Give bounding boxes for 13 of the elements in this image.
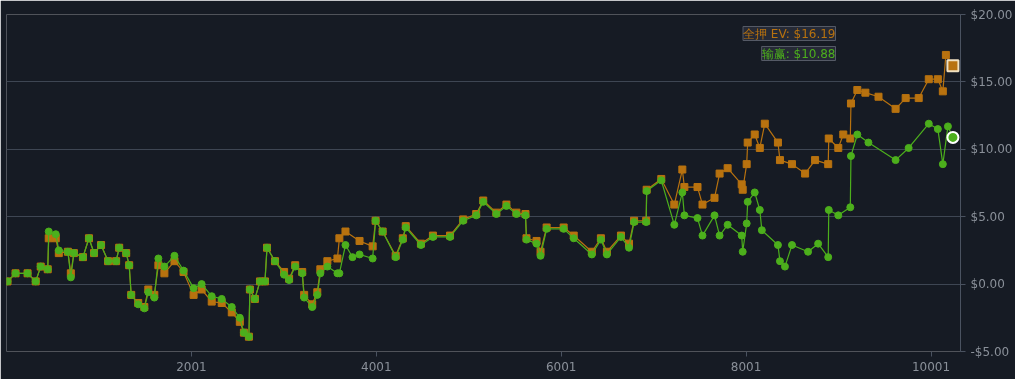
x-tick-label: 6001 [545, 359, 577, 374]
x-tick-label: 4001 [361, 359, 392, 374]
text: 全押 EV: $16.19 [743, 26, 836, 41]
y-tick-label: $10.00 [970, 142, 1013, 157]
x-tick-label: 2001 [176, 359, 207, 374]
y-tick-label: -$5.00 [970, 344, 1010, 359]
x-tick-label: 10001 [911, 359, 951, 374]
y-tick-label: $0.00 [970, 277, 1005, 292]
text: 输赢: $10.88 [761, 46, 836, 61]
y-tick-label: $15.00 [970, 74, 1013, 89]
y-tick-label: $5.00 [970, 209, 1005, 224]
x-tick-label: 8001 [730, 359, 762, 374]
y-tick-label: $20.00 [970, 7, 1013, 22]
